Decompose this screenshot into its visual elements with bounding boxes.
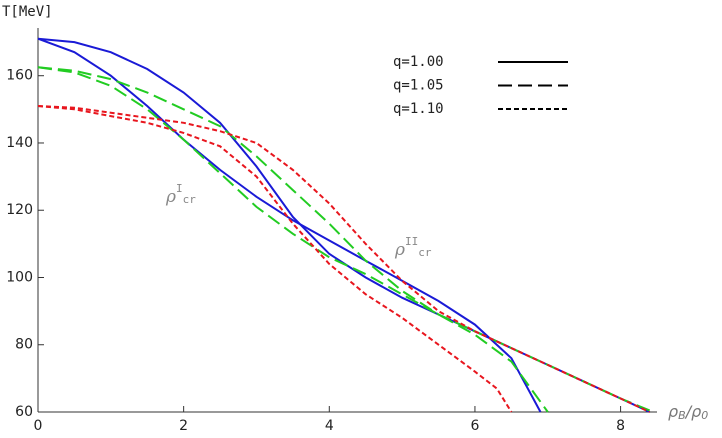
y-tick-label: 80 [15,337,33,353]
legend-label: q=1.00 [393,54,444,70]
x-tick-label: 8 [616,418,625,434]
annotation-sub: cr [418,246,432,259]
y-tick-label: 140 [6,135,33,151]
annotation-sup: II [405,235,418,248]
x-axis-label: ρB/ρ0 [668,402,708,423]
y-tick-label: 160 [6,68,33,84]
x-tick-label: 0 [34,418,43,434]
annotation-base: ρ [394,240,405,260]
y-axis-label: T[MeV] [2,4,53,20]
annotation-sub: cr [183,193,197,206]
x-tick-label: 4 [325,418,334,434]
x-tick-label: 2 [179,418,188,434]
x-axis-label-part: 0 [701,409,708,422]
legend-label: q=1.10 [393,101,444,117]
x-tick-label: 6 [470,418,479,434]
curve [37,66,654,413]
x-axis-label-part: B [678,409,686,422]
curve [37,37,542,413]
curve [37,105,651,413]
y-tick-label: 100 [6,269,33,285]
x-axis-label-part: ρ [668,402,678,421]
y-tick-label: 120 [6,202,33,218]
curve [37,105,513,413]
annotation-sup: I [176,182,183,195]
annotation-base: ρ [165,187,176,207]
curve [37,37,651,413]
x-axis-label-part: /ρ [684,402,702,421]
annotation: ρIcr [165,182,196,207]
legend-label: q=1.05 [393,78,444,94]
curve [37,66,549,413]
y-tick-label: 60 [15,404,33,420]
annotation: ρIIcr [394,235,432,260]
